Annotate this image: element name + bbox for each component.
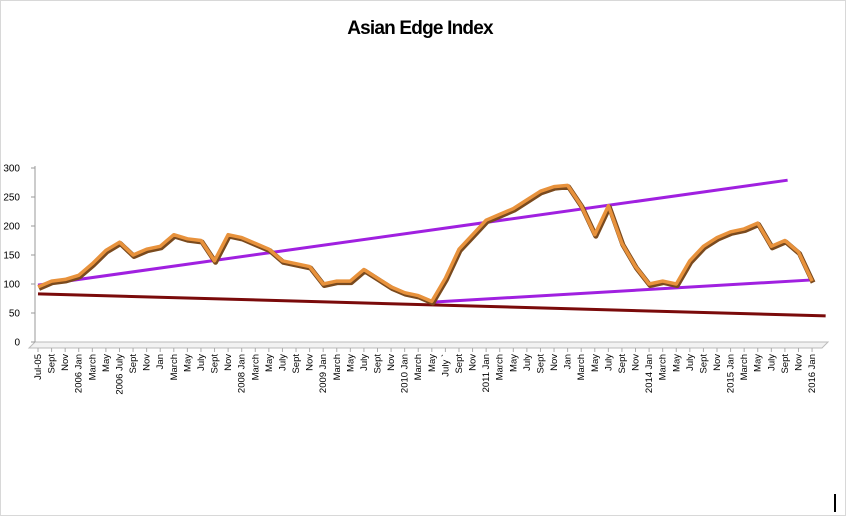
x-tick-label: 2015 Jan [726, 354, 737, 393]
y-tick-label: 300 [3, 164, 20, 175]
line [37, 183, 814, 304]
x-tick-label: March [87, 354, 98, 380]
x-tick-label: Jul-05 [33, 354, 44, 380]
x-tick-label: Nov [223, 354, 234, 371]
x-tick-label: July [277, 354, 288, 371]
x-tick-label: Sept [210, 354, 221, 374]
x-tick-label: May [101, 354, 112, 372]
x-tick-label: May [753, 354, 764, 372]
x-tick-label: July [359, 354, 370, 371]
x-tick-label: Sept [780, 354, 791, 374]
x-tick-label: March [495, 354, 506, 380]
y-tick-label: 50 [9, 309, 21, 320]
x-tick-label: Sept [535, 354, 546, 374]
x-tick-label: Nov [712, 354, 723, 371]
x-tick-label: 2011 Jan [481, 354, 492, 392]
x-tick-label: 2010 Jan [400, 354, 411, 393]
y-tick-label: 250 [3, 193, 20, 204]
chart-title: Asian Edge Index [347, 18, 494, 39]
y-tick-label: 0 [14, 338, 20, 349]
x-tick-label: Nov [468, 354, 479, 371]
x-tick-label: July [196, 354, 207, 371]
floor [27, 341, 830, 349]
x-tick-label: July [766, 354, 777, 371]
x-tick-label: Jan [563, 354, 574, 369]
x-tick-label: May [427, 354, 438, 372]
x-tick-label: 2006 July [114, 354, 125, 395]
x-tick-label: 2009 Jan [318, 354, 329, 393]
x-tick-label: May [508, 354, 519, 372]
x-tick-label: May [182, 354, 193, 372]
x-tick-label: 2008 Jan [237, 354, 248, 393]
trend-line [434, 278, 813, 304]
x-tick-label: Sept [128, 354, 139, 374]
x-tick-label: Nov [549, 354, 560, 371]
x-tick-label: 2016 Jan [807, 354, 818, 393]
x-tick-label: Sept [454, 354, 465, 374]
x-tick-label: Nov [142, 354, 153, 371]
y-tick-label: 200 [3, 222, 20, 233]
x-tick-label: March [576, 354, 587, 380]
x-tick-label: July ` [440, 354, 451, 377]
x-tick-label: Nov [305, 354, 316, 371]
x-tick-label: Sept [47, 354, 58, 374]
x-tick-label: July [685, 354, 696, 371]
x-tick-label: May [590, 354, 601, 372]
x-tick-label: May [264, 354, 275, 372]
x-tick-label: Sept [617, 354, 628, 374]
x-tick-label: March [169, 354, 180, 380]
trend-line [37, 178, 788, 287]
x-tick-label: Sept [698, 354, 709, 374]
y-tick-label: 150 [3, 251, 20, 262]
x-tick-label: March [332, 354, 343, 380]
x-tick-label: July [522, 354, 533, 371]
x-tick-label: March [250, 354, 261, 380]
x-tick-label: March [658, 354, 669, 380]
x-tick-label: July [603, 354, 614, 371]
x-tick-label: Nov [631, 354, 642, 371]
x-tick-label: March [413, 354, 424, 380]
x-tick-label: Sept [373, 354, 384, 374]
x-tick-label: Nov [60, 354, 71, 371]
x-tick-label: 2006 Jan [74, 354, 85, 393]
x-tick-label: May [671, 354, 682, 372]
x-tick-label: Jan [155, 354, 166, 369]
x-tick-label: May [345, 354, 356, 372]
x-tick-label: Sept [291, 354, 302, 374]
y-tick-label: 100 [3, 280, 20, 291]
x-tick-label: March [739, 354, 750, 380]
x-tick-label: Nov [386, 354, 397, 371]
x-tick-label: 2014 Jan [644, 354, 655, 393]
x-tick-label: Nov [793, 354, 804, 371]
